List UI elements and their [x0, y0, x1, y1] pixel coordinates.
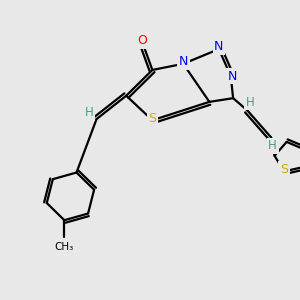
- Text: H: H: [268, 140, 277, 152]
- Text: N: N: [178, 55, 188, 68]
- Text: S: S: [280, 163, 288, 176]
- Text: O: O: [137, 34, 147, 47]
- Text: CH₃: CH₃: [55, 242, 74, 252]
- Text: N: N: [228, 70, 237, 83]
- Text: H: H: [245, 96, 254, 109]
- Text: S: S: [148, 112, 156, 125]
- Text: H: H: [85, 106, 93, 119]
- Text: N: N: [214, 40, 224, 53]
